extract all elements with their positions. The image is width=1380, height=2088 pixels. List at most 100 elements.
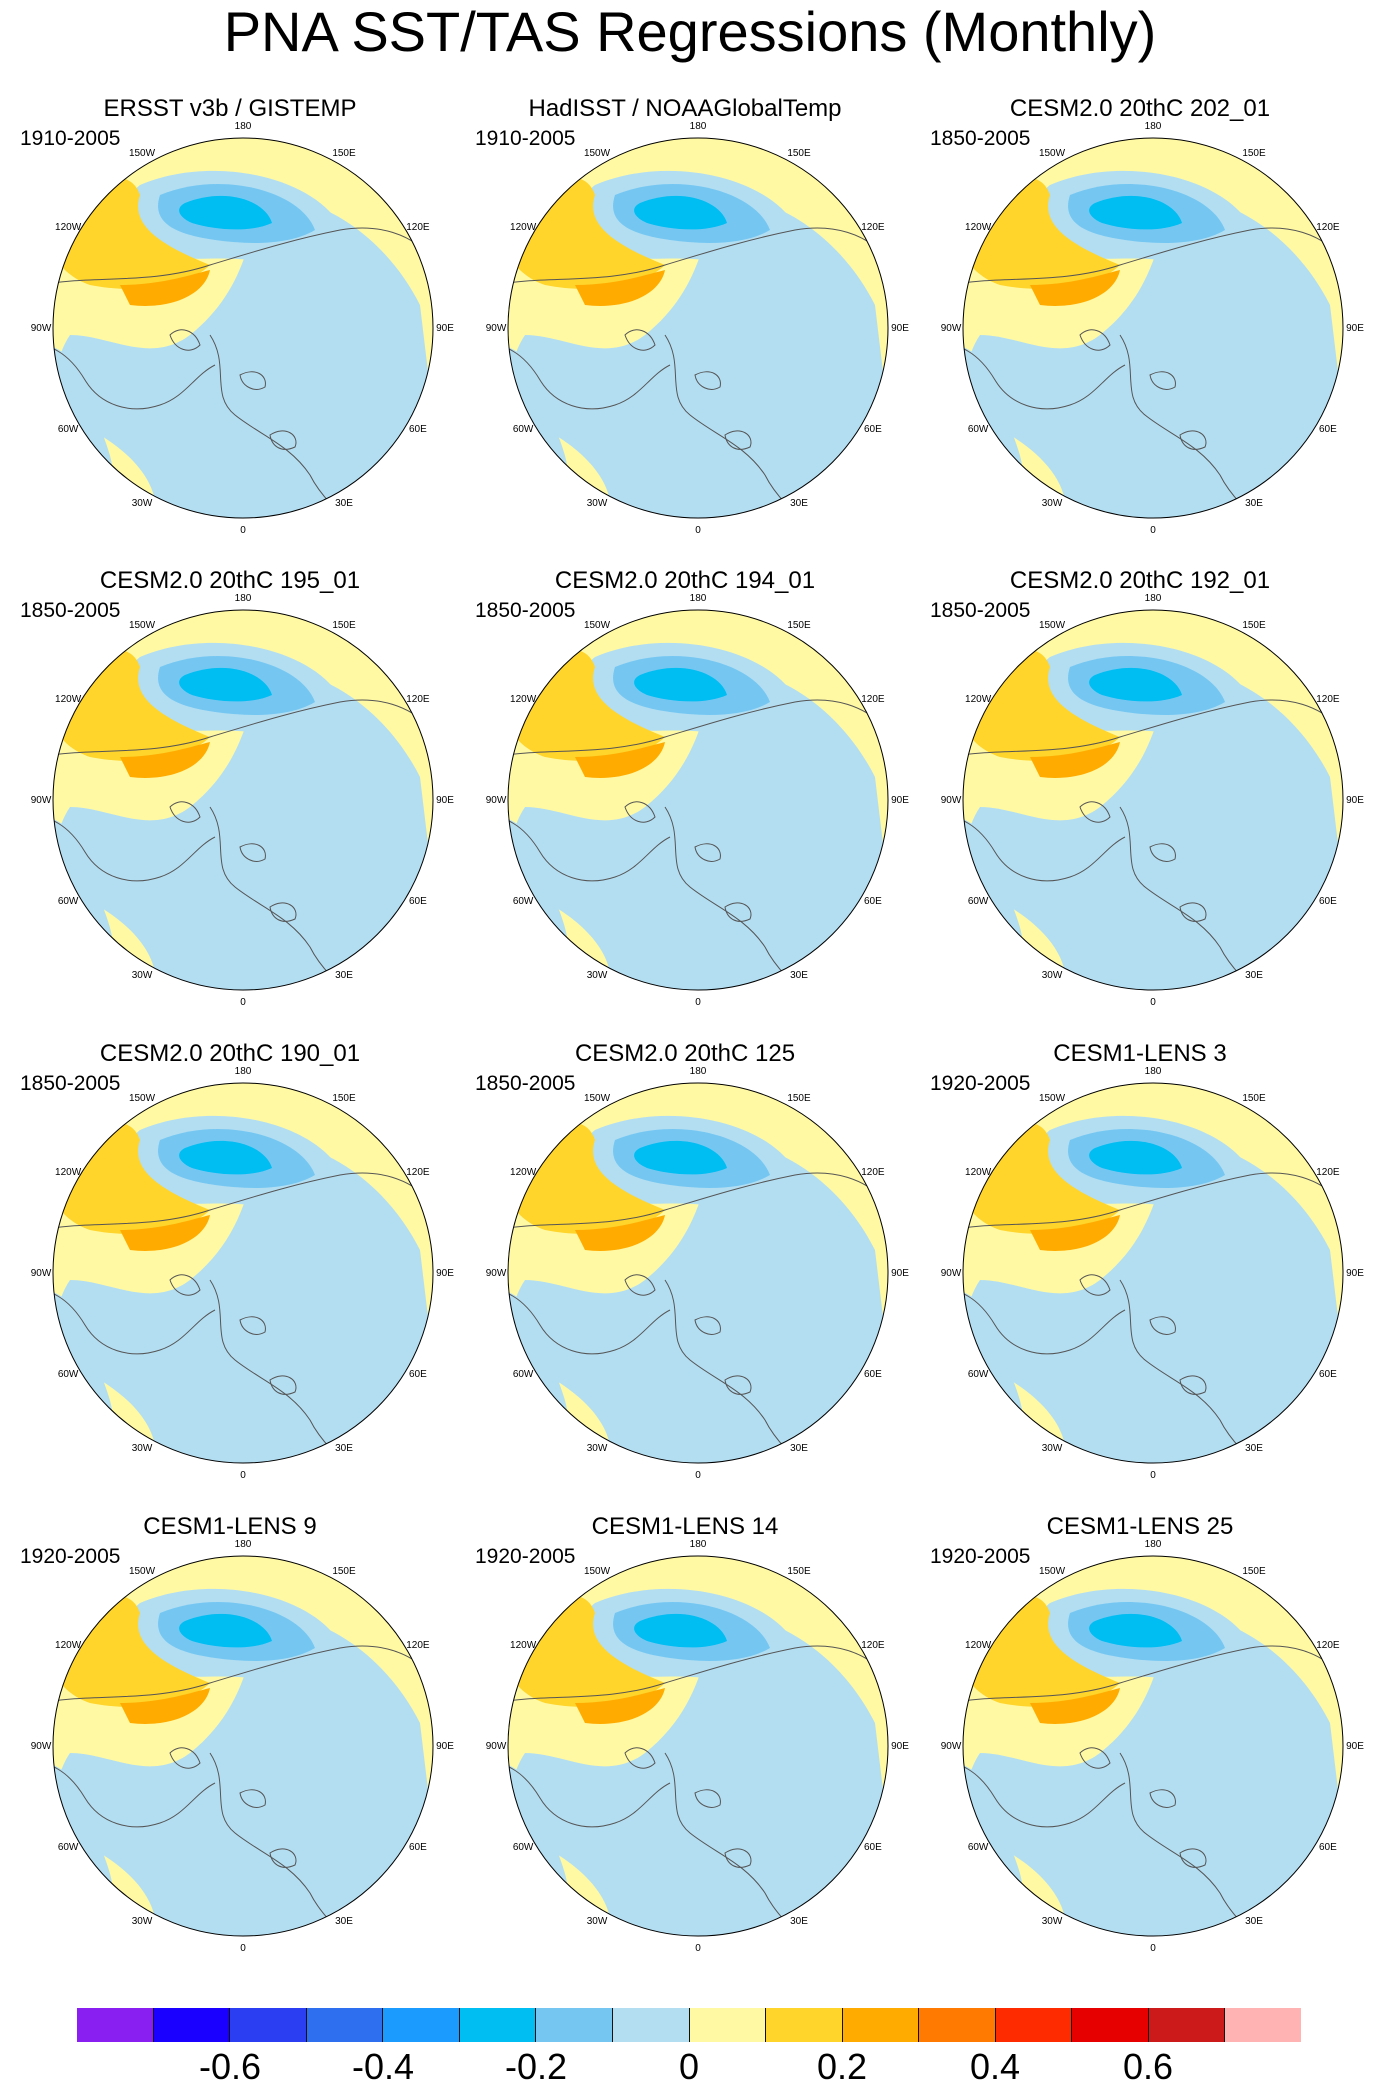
map-boundary bbox=[507, 1082, 889, 1464]
colorbar-swatch bbox=[1071, 2008, 1148, 2042]
longitude-label: 180 bbox=[235, 121, 252, 132]
longitude-label: 30W bbox=[1042, 498, 1063, 509]
polar-map: 180 150E 120E 90E 60E 30E 0 30W 60W 90W 120W 150W bbox=[941, 1066, 1365, 1481]
coastlines bbox=[53, 227, 431, 518]
field-negative-region bbox=[512, 1613, 888, 1936]
longitude-label: 120E bbox=[1316, 1640, 1340, 1651]
longitude-label: 60E bbox=[864, 424, 882, 435]
longitude-label: 150E bbox=[787, 1566, 811, 1577]
field-positive-strong bbox=[1030, 1215, 1120, 1251]
longitude-label: 90E bbox=[436, 795, 454, 806]
longitude-label: 90E bbox=[436, 323, 454, 334]
longitude-label: 120E bbox=[406, 1640, 430, 1651]
colorbar-tick-label: -0.6 bbox=[198, 2046, 262, 2087]
panel-years: 1920-2005 bbox=[930, 1072, 1031, 1095]
map-panel: CESM2.0 20thC 194_01 1850-2005 180 150E 120E… bbox=[465, 567, 909, 1027]
longitude-label: 90E bbox=[891, 795, 909, 806]
panel-title: ERSST v3b / GISTEMP bbox=[103, 95, 357, 122]
colorbar-swatch bbox=[535, 2008, 612, 2042]
longitude-label: 30W bbox=[587, 970, 608, 981]
longitude-label: 30W bbox=[1042, 1916, 1063, 1927]
longitude-label: 30E bbox=[335, 498, 353, 509]
panel-title: CESM1-LENS 14 bbox=[591, 1513, 779, 1540]
longitude-label: 30E bbox=[1245, 498, 1263, 509]
map-boundary bbox=[962, 609, 1344, 991]
panel-title: CESM1-LENS 25 bbox=[1046, 1513, 1234, 1540]
longitude-label: 90E bbox=[436, 1268, 454, 1279]
map-panel: CESM2.0 20thC 190_01 1850-2005 180 150E 120E… bbox=[10, 1040, 454, 1500]
longitude-label: 120W bbox=[510, 694, 537, 705]
longitude-label: 90W bbox=[941, 323, 962, 334]
longitude-label: 120W bbox=[965, 694, 992, 705]
longitude-label: 60E bbox=[1319, 424, 1337, 435]
longitude-label: 90W bbox=[941, 1741, 962, 1752]
field-negative-core bbox=[179, 195, 272, 230]
longitude-label: 120W bbox=[55, 222, 82, 233]
longitude-label: 90E bbox=[1346, 1741, 1364, 1752]
longitude-label: 120W bbox=[510, 1640, 537, 1651]
colorbar-swatch bbox=[229, 2008, 306, 2042]
longitude-label: 150E bbox=[1242, 1093, 1266, 1104]
polar-map: 180 150E 120E 90E 60E 30E 0 30W 60W 90W 120W 150W bbox=[486, 1066, 910, 1481]
longitude-label: 150E bbox=[787, 620, 811, 631]
longitude-label: 0 bbox=[695, 1943, 701, 1954]
longitude-label: 60W bbox=[58, 424, 79, 435]
map-panel: CESM1-LENS 3 1920-2005 180 150E 120E 90E 60E 30… bbox=[920, 1040, 1365, 1500]
colorbar-swatch bbox=[152, 2008, 230, 2042]
colorbar-swatch bbox=[688, 2008, 766, 2042]
polar-map: 180 150E 120E 90E 60E 30E 0 30W 60W 90W 120W 150W bbox=[31, 121, 455, 536]
longitude-label: 90W bbox=[941, 795, 962, 806]
longitude-label: 90E bbox=[1346, 323, 1364, 334]
map-boundary bbox=[962, 1555, 1344, 1937]
longitude-label: 60W bbox=[968, 1369, 989, 1380]
map-boundary bbox=[962, 1082, 1344, 1464]
longitude-label: 150E bbox=[1242, 620, 1266, 631]
field-negative-region bbox=[967, 667, 1343, 990]
polar-map: 180 150E 120E 90E 60E 30E 0 30W 60W 90W 120W 150W bbox=[31, 593, 455, 1008]
longitude-label: 30E bbox=[1245, 970, 1263, 981]
colorbar-tick-label: 0.2 bbox=[816, 2046, 868, 2087]
longitude-label: 180 bbox=[1145, 1539, 1162, 1550]
panel-years: 1850-2005 bbox=[20, 599, 121, 622]
longitude-label: 0 bbox=[695, 1470, 701, 1481]
field-negative-core bbox=[634, 195, 727, 230]
panel-years: 1850-2005 bbox=[930, 127, 1031, 150]
longitude-label: 60W bbox=[968, 896, 989, 907]
longitude-label: 60E bbox=[1319, 896, 1337, 907]
field-positive-strong bbox=[1030, 742, 1120, 778]
map-panel: CESM2.0 20thC 192_01 1850-2005 180 150E 120E… bbox=[920, 567, 1364, 1027]
longitude-label: 30E bbox=[335, 1916, 353, 1927]
colorbar-tick-label: -0.4 bbox=[351, 2046, 415, 2087]
colorbar-swatch bbox=[305, 2008, 383, 2042]
longitude-label: 180 bbox=[690, 1066, 707, 1077]
longitude-label: 60W bbox=[58, 896, 79, 907]
field-positive-strong bbox=[120, 742, 210, 778]
colorbar-ticks: -0.6 -0.4 -0.2 0 0.2 0.4 0.6 bbox=[0, 2046, 1380, 2087]
longitude-label: 150W bbox=[584, 148, 611, 159]
longitude-label: 0 bbox=[695, 525, 701, 536]
longitude-label: 90W bbox=[486, 795, 507, 806]
panel-years: 1850-2005 bbox=[475, 1072, 576, 1095]
longitude-label: 90W bbox=[486, 1741, 507, 1752]
map-panel: CESM2.0 20thC 195_01 1850-2005 180 150E 120E… bbox=[10, 567, 455, 1027]
longitude-label: 90W bbox=[31, 1741, 52, 1752]
field-negative-core bbox=[634, 667, 727, 702]
field-negative-core bbox=[179, 1140, 272, 1175]
longitude-label: 90W bbox=[31, 1268, 52, 1279]
longitude-label: 90W bbox=[31, 323, 52, 334]
longitude-label: 150W bbox=[584, 1093, 611, 1104]
longitude-label: 120E bbox=[406, 1167, 430, 1178]
longitude-label: 0 bbox=[1150, 1470, 1156, 1481]
field-negative-core bbox=[1089, 195, 1182, 230]
longitude-label: 60W bbox=[513, 896, 534, 907]
longitude-label: 60E bbox=[864, 1369, 882, 1380]
longitude-label: 30W bbox=[1042, 1443, 1063, 1454]
longitude-label: 90E bbox=[1346, 1268, 1364, 1279]
longitude-label: 150E bbox=[332, 620, 356, 631]
field-negative-core bbox=[1089, 667, 1182, 702]
longitude-label: 90W bbox=[31, 795, 52, 806]
map-panel: CESM1-LENS 14 1920-2005 180 150E 120E 90E 60E 3… bbox=[465, 1513, 909, 1973]
longitude-label: 30W bbox=[587, 498, 608, 509]
longitude-label: 150W bbox=[129, 1566, 156, 1577]
map-boundary bbox=[52, 609, 434, 991]
